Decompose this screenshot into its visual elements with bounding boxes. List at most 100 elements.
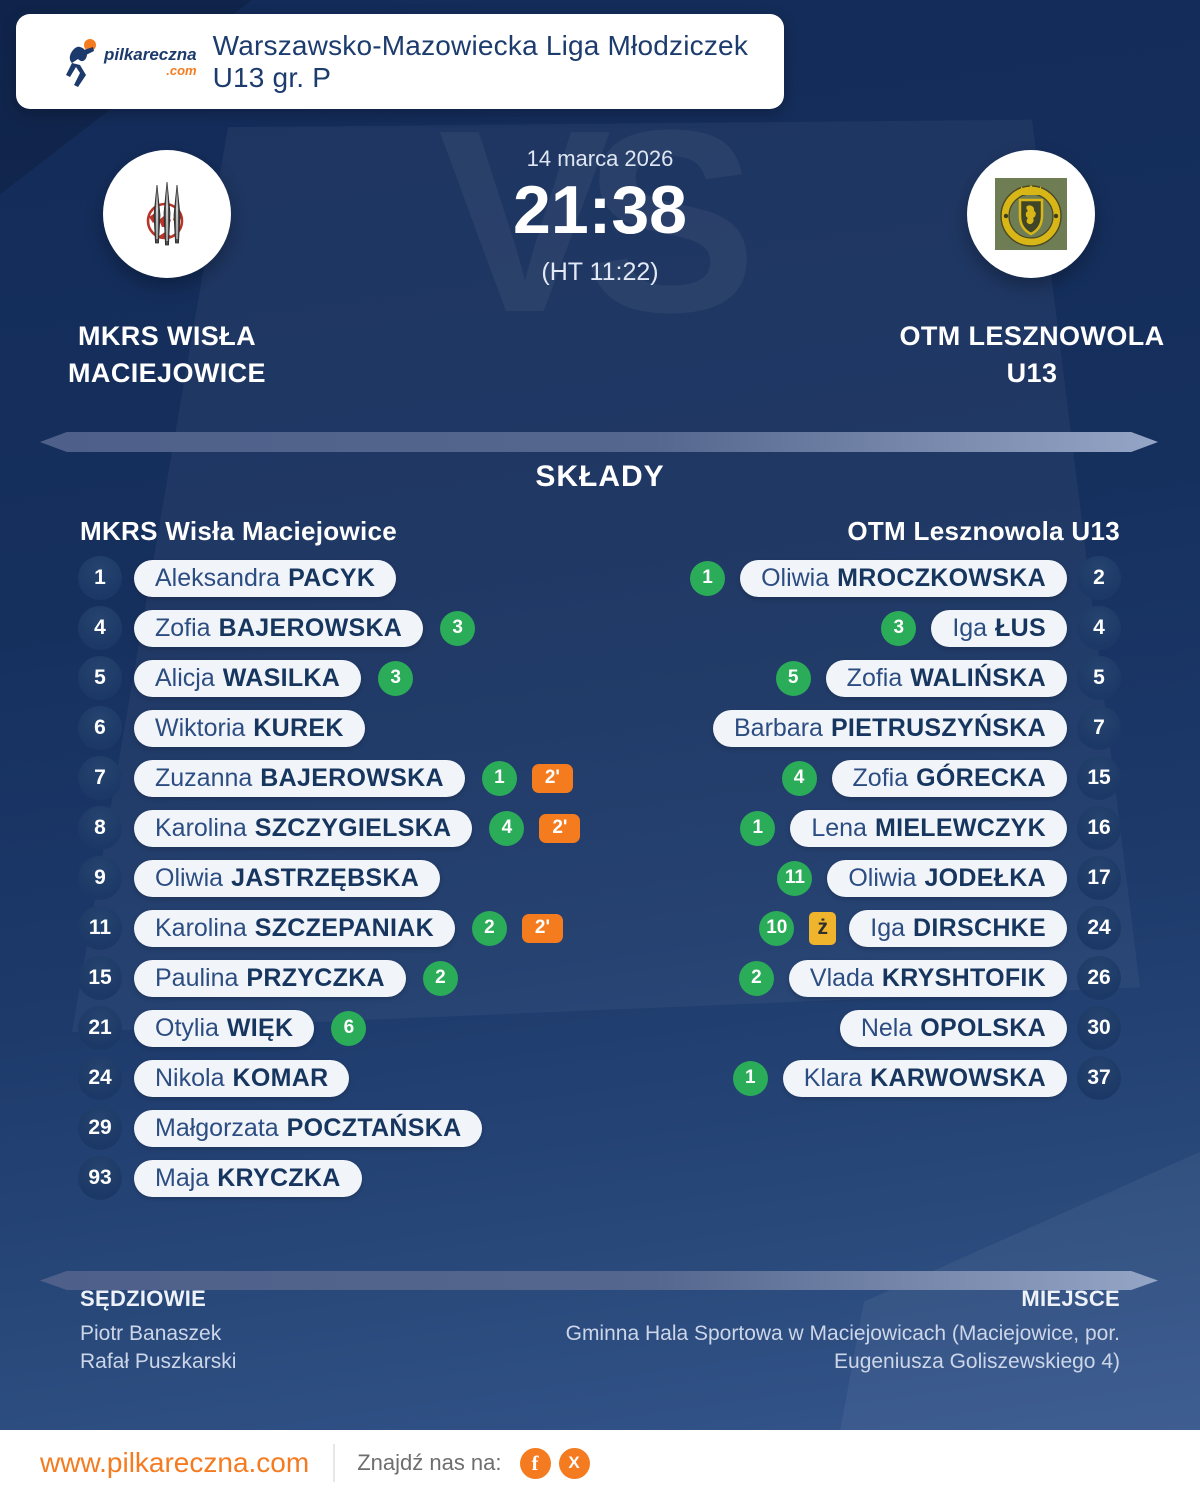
- player-first-name: Zofia: [155, 613, 211, 642]
- referees-list: Piotr Banaszek Rafał Puszkarski: [80, 1320, 236, 1376]
- player-first-name: Zofia: [852, 763, 909, 792]
- player-last-name: WALIŃSKA: [910, 663, 1046, 692]
- player-name-pill: Zofia GÓRECKA: [831, 759, 1067, 797]
- player-number: 5: [78, 656, 122, 700]
- player-name-pill: Vlada KRYSHTOFIK: [788, 959, 1067, 997]
- home-team-logo: [103, 150, 231, 278]
- player-last-name: JASTRZĘBSKA: [231, 863, 420, 892]
- header-card: pilkareczna .com Warszawsko-Mazowiecka L…: [16, 14, 784, 109]
- pilkareczna-logo[interactable]: pilkareczna .com: [60, 37, 197, 87]
- footer-bar: www.pilkareczna.com Znajdź nas na: f X: [0, 1430, 1200, 1496]
- referee-name: Rafał Puszkarski: [80, 1350, 237, 1373]
- home-player-row: 9 Oliwia JASTRZĘBSKA: [78, 853, 580, 903]
- goals-badge: 6: [331, 1010, 367, 1046]
- player-last-name: KRYCZKA: [217, 1163, 341, 1192]
- home-team-name: MKRS WISŁA MACIEJOWICE: [2, 318, 332, 392]
- away-player-row: 3 Iga ŁUS 4: [881, 603, 1121, 653]
- player-name-pill: Otylia WIĘK: [134, 1009, 315, 1047]
- footer-separator: [333, 1444, 336, 1482]
- two-minute-suspension-badge: 2': [531, 763, 573, 793]
- venue-line: Gminna Hala Sportowa w Maciejowicach (Ma…: [565, 1322, 1120, 1345]
- player-last-name: JODEŁKA: [924, 863, 1046, 892]
- player-last-name: WASILKA: [222, 663, 341, 692]
- away-player-row: 1 Klara KARWOWSKA 37: [732, 1053, 1121, 1103]
- player-number: 29: [78, 1106, 122, 1150]
- referees-label: SĘDZIOWIE: [80, 1286, 207, 1311]
- player-first-name: Iga: [952, 613, 988, 642]
- player-last-name: PIETRUSZYŃSKA: [830, 713, 1046, 742]
- player-number: 2: [1077, 556, 1121, 600]
- player-last-name: SZCZYGIELSKA: [254, 813, 452, 842]
- brand-name: pilkareczna: [104, 45, 197, 64]
- home-player-row: 5 Alicja WASILKA 3: [78, 653, 580, 703]
- player-number: 26: [1077, 956, 1121, 1000]
- player-number: 11: [78, 906, 122, 950]
- player-name-pill: Alicja WASILKA: [134, 659, 362, 697]
- player-name-pill: Oliwia JASTRZĘBSKA: [134, 859, 441, 897]
- home-team-name-line2: MACIEJOWICE: [68, 358, 266, 388]
- home-team-name-line1: MKRS WISŁA: [78, 321, 256, 351]
- player-number: 6: [78, 706, 122, 750]
- lineups-section-title: SKŁADY: [535, 460, 665, 493]
- away-player-row: Barbara PIETRUSZYŃSKA 7: [713, 703, 1121, 753]
- away-player-row: 11 Oliwia JODEŁKA 17: [777, 853, 1121, 903]
- player-last-name: BAJEROWSKA: [218, 613, 403, 642]
- two-minute-suspension-badge: 2': [539, 813, 581, 843]
- player-last-name: PRZYCZKA: [246, 963, 385, 992]
- player-last-name: KUREK: [253, 713, 344, 742]
- player-last-name: BAJEROWSKA: [260, 763, 444, 792]
- player-first-name: Aleksandra: [155, 563, 281, 592]
- goals-badge: 4: [781, 760, 817, 796]
- away-team-name-line1: OTM LESZNOWOLA: [899, 321, 1165, 351]
- referee-name: Piotr Banaszek: [80, 1322, 222, 1345]
- player-first-name: Karolina: [155, 813, 247, 842]
- home-player-row: 15 Paulina PRZYCZKA 2: [78, 953, 580, 1003]
- away-player-row: 2 Vlada KRYSHTOFIK 26: [738, 953, 1121, 1003]
- goals-badge: 1: [732, 1060, 768, 1096]
- home-player-row: 6 Wiktoria KUREK: [78, 703, 580, 753]
- player-number: 17: [1077, 856, 1121, 900]
- facebook-icon[interactable]: f: [519, 1447, 551, 1479]
- goals-badge: 2: [738, 960, 774, 996]
- player-number: 1: [78, 556, 122, 600]
- player-name-pill: Zofia WALIŃSKA: [825, 659, 1067, 697]
- venue-label: MIEJSCE: [1021, 1286, 1120, 1311]
- x-icon[interactable]: X: [558, 1447, 590, 1479]
- player-name-pill: Iga DIRSCHKE: [849, 909, 1067, 947]
- player-first-name: Otylia: [155, 1013, 219, 1042]
- player-first-name: Oliwia: [155, 863, 224, 892]
- goals-badge: 11: [777, 860, 813, 896]
- player-last-name: POCZTAŃSKA: [286, 1113, 462, 1142]
- player-first-name: Małgorzata: [155, 1113, 279, 1142]
- home-player-row: 8 Karolina SZCZYGIELSKA 4 2': [78, 803, 581, 853]
- player-first-name: Nikola: [155, 1063, 225, 1092]
- player-number: 4: [1077, 606, 1121, 650]
- player-name-pill: Aleksandra PACYK: [134, 559, 397, 597]
- player-last-name: MROCZKOWSKA: [837, 563, 1046, 592]
- goals-badge: 4: [489, 810, 525, 846]
- goals-badge: 3: [378, 660, 414, 696]
- find-us-label: Znajdź nas na:: [357, 1450, 502, 1475]
- vs-watermark: VS: [438, 77, 757, 367]
- player-number: 9: [78, 856, 122, 900]
- website-link[interactable]: www.pilkareczna.com: [40, 1447, 310, 1478]
- away-player-row: 10 ż Iga DIRSCHKE 24: [759, 903, 1121, 953]
- home-player-row: 11 Karolina SZCZEPANIAK 2 2': [78, 903, 580, 953]
- divider-top: [40, 432, 1158, 452]
- player-first-name: Zofia: [846, 663, 903, 692]
- away-team-logo: [967, 150, 1095, 278]
- player-number: 4: [78, 606, 122, 650]
- home-player-row: 29 Małgorzata POCZTAŃSKA: [78, 1103, 580, 1153]
- player-number: 21: [78, 1006, 122, 1050]
- player-name-pill: Nela OPOLSKA: [839, 1009, 1067, 1047]
- wisla-maciejowice-crest-icon: [146, 181, 184, 246]
- goals-badge: 1: [740, 810, 776, 846]
- score-panel: 14 marca 2026 21:38 (HT 11:22): [300, 146, 900, 287]
- player-first-name: Barbara: [734, 713, 823, 742]
- brand-text: pilkareczna .com: [104, 46, 197, 77]
- home-player-row: 4 Zofia BAJEROWSKA 3: [78, 603, 580, 653]
- player-name-pill: Wiktoria KUREK: [134, 709, 365, 747]
- player-last-name: DIRSCHKE: [913, 913, 1046, 942]
- player-name-pill: Paulina PRZYCZKA: [134, 959, 406, 997]
